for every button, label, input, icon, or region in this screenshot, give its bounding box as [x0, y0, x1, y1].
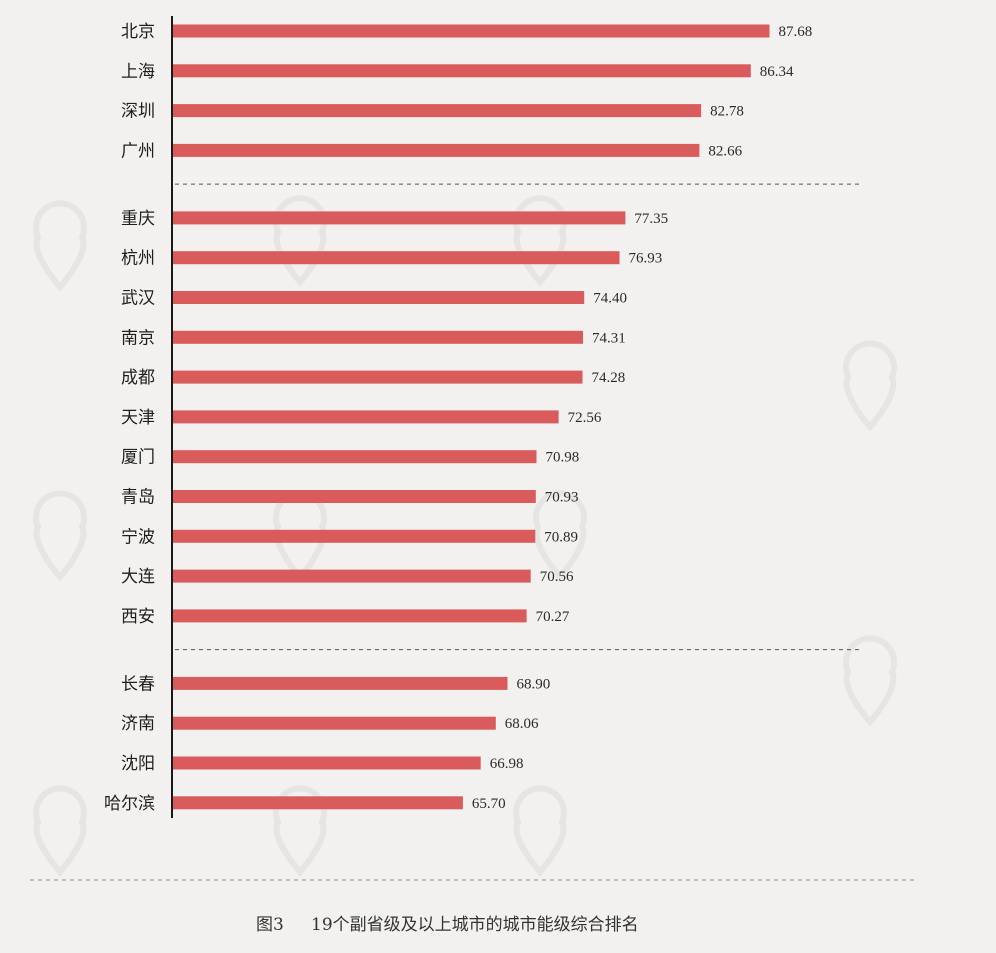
bar: [172, 609, 527, 623]
bar: [172, 211, 626, 225]
category-label: 大连: [121, 567, 155, 587]
category-label: 厦门: [121, 448, 155, 468]
value-label: 70.27: [536, 609, 570, 625]
group-separators: [175, 183, 862, 651]
value-label: 66.98: [490, 756, 524, 772]
bar: [172, 330, 583, 344]
bar: [172, 716, 496, 730]
category-label: 天津: [121, 408, 155, 428]
caption-prefix: 图3: [256, 915, 284, 935]
value-label: 70.89: [544, 529, 578, 545]
value-label: 70.56: [540, 569, 574, 585]
watermark-pin-icon: [33, 200, 87, 292]
value-label: 82.66: [708, 143, 742, 159]
bar: [172, 24, 770, 38]
value-label: 70.93: [545, 490, 579, 506]
category-label: 沈阳: [121, 754, 155, 774]
value-label: 74.40: [593, 291, 627, 307]
category-label: 青岛: [121, 488, 155, 508]
category-label: 杭州: [121, 249, 155, 269]
bar: [172, 796, 463, 810]
value-label: 86.34: [760, 64, 794, 80]
category-label: 深圳: [121, 102, 155, 122]
bar: [172, 64, 751, 78]
chart-title: 19个副省级及以上城市的城市能级综合排名: [311, 915, 639, 935]
bar: [172, 370, 583, 384]
bar: [172, 569, 531, 583]
value-label: 76.93: [629, 251, 663, 267]
value-label: 68.90: [517, 676, 551, 692]
bar: [172, 291, 585, 304]
bar: [172, 756, 481, 770]
category-label: 上海: [121, 62, 155, 82]
value-label: 87.68: [779, 24, 813, 40]
watermark-pin-icon: [33, 490, 87, 582]
bar-series: [172, 24, 770, 810]
watermark-pin-icon: [33, 785, 87, 877]
bar: [172, 490, 536, 503]
category-label: 哈尔滨: [104, 794, 155, 814]
watermark-pin-icon: [273, 195, 327, 287]
bar: [172, 143, 700, 157]
value-label: 72.56: [568, 410, 602, 426]
category-label: 北京: [121, 22, 155, 42]
value-label: 70.98: [546, 450, 580, 466]
category-label: 重庆: [121, 209, 155, 229]
bar: [172, 450, 537, 464]
category-label: 武汉: [121, 289, 155, 309]
bar: [172, 251, 620, 265]
bar: [172, 529, 536, 543]
category-label: 南京: [121, 328, 155, 348]
bar: [172, 676, 508, 690]
category-label: 济南: [121, 714, 155, 734]
watermark-pin-icon: [533, 490, 587, 582]
value-label: 65.70: [472, 796, 506, 812]
category-label: 西安: [121, 607, 155, 627]
value-label: 82.78: [710, 104, 744, 120]
watermark-pin-icon: [513, 195, 567, 287]
category-label: 广州: [121, 141, 155, 161]
value-labels: 87.68 86.34 82.78 82.66 77.35 76.93 74.40 74.31…: [472, 24, 812, 812]
category-label: 成都: [121, 368, 155, 388]
value-label: 74.31: [592, 330, 626, 346]
watermark-pin-icon: [843, 635, 897, 727]
value-label: 68.06: [505, 716, 539, 732]
watermark-pin-icon: [513, 785, 567, 877]
value-label: 74.28: [592, 370, 626, 386]
watermark-pin-icon: [273, 785, 327, 877]
bar: [172, 410, 559, 424]
category-label: 长春: [121, 674, 155, 694]
watermark-pin-icon: [843, 340, 897, 432]
value-label: 77.35: [634, 211, 668, 227]
category-label: 宁波: [121, 527, 155, 547]
bar: [172, 104, 702, 118]
